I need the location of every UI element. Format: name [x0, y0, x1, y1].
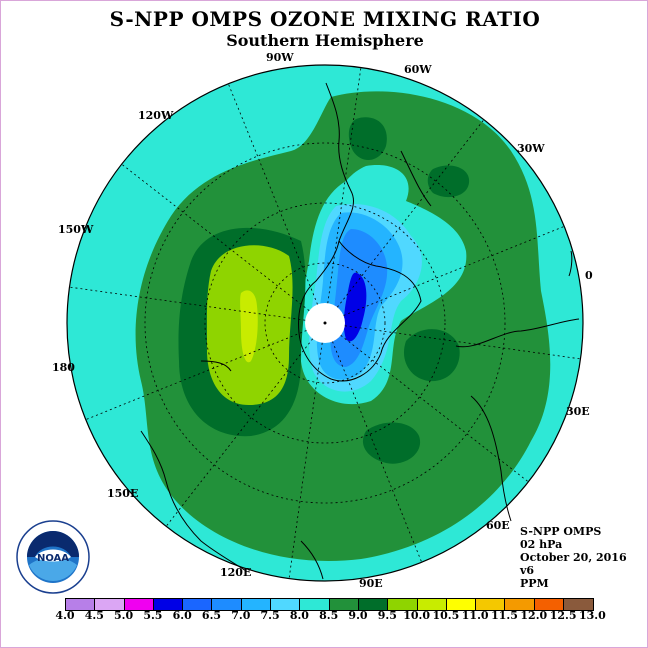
map-subtitle: Southern Hemisphere: [226, 31, 424, 50]
logo-text: NOAA: [37, 553, 69, 564]
colorbar-tick-label: 7.0: [231, 609, 251, 622]
ozone-level-5.5-6.0: [343, 272, 367, 342]
lon-label-30w: 30W: [517, 142, 545, 155]
lon-label-120e: 120E: [220, 566, 252, 579]
lon-label-90w: 90W: [266, 51, 294, 64]
colorbar-tick-label: 4.0: [55, 609, 75, 622]
colorbar-swatch: [183, 599, 213, 610]
colorbar-swatch: [153, 599, 184, 610]
colorbar-swatch: [95, 599, 125, 610]
ozone-level-8.5-9.0-a: [348, 117, 387, 161]
lon-label-0: 0: [585, 269, 593, 282]
product-info: S-NPP OMPS 02 hPa October 20, 2016 v6 PP…: [520, 525, 627, 590]
lon-label-60e: 60E: [486, 519, 510, 532]
colorbar: [65, 598, 595, 611]
colorbar-swatch: [124, 599, 154, 610]
colorbar-swatch: [241, 599, 272, 610]
colorbar-swatch: [329, 599, 359, 610]
colorbar-tick-label: 9.0: [348, 609, 368, 622]
map-boundary: [66, 64, 584, 582]
info-level: 02 hPa: [520, 538, 563, 551]
colorbar-swatch: [505, 599, 535, 610]
graticule: [69, 67, 581, 579]
info-date: October 20, 2016: [520, 551, 627, 564]
colorbar-tick-label: 10.5: [432, 609, 460, 622]
colorbar-tick-label: 8.0: [289, 609, 309, 622]
info-version: v6: [520, 564, 535, 577]
lon-label-150e: 150E: [107, 487, 139, 500]
ozone-level-8.5-9.0-c: [403, 329, 460, 382]
map-title: S-NPP OMPS OZONE MIXING RATIO: [109, 7, 541, 31]
noaa-logo-icon: NOAA: [16, 520, 90, 594]
colorbar-tick-label: 10.0: [403, 609, 430, 622]
colorbar-swatch: [417, 599, 447, 610]
colorbar-tick-label: 11.0: [461, 609, 489, 622]
colorbar-tick-label: 5.0: [114, 609, 134, 622]
lon-label-150w: 150W: [58, 223, 94, 236]
lon-label-30e: 30E: [566, 405, 590, 418]
colorbar-tick-label: 6.5: [201, 609, 222, 622]
colorbar-swatch: [534, 599, 565, 610]
colorbar-tick-label: 4.5: [84, 609, 104, 622]
colorbar-tick-label: 6.0: [172, 609, 192, 622]
latitude-circle: [264, 262, 386, 384]
colorbar-tick-label: 9.5: [377, 609, 397, 622]
colorbar-swatch: [476, 599, 506, 610]
ozone-level-8.5-9.0-b: [427, 165, 470, 198]
lon-label-180: 180: [52, 361, 75, 374]
ozone-level-9.5-10.0: [240, 290, 258, 363]
ozone-level-8.5-9.0-d: [362, 422, 421, 464]
colorbar-swatch: [564, 599, 594, 610]
colorbar-tick-label: 13.0: [578, 609, 606, 622]
colorbar-tick-label: 12.5: [549, 609, 577, 622]
colorbar-swatch: [388, 599, 418, 610]
colorbar-swatch: [66, 599, 96, 610]
colorbar-swatch: [446, 599, 477, 610]
colorbar-tick-label: 5.5: [143, 609, 163, 622]
lon-label-120w: 120W: [138, 109, 174, 122]
latitude-circle: [144, 142, 506, 504]
lon-label-60w: 60W: [404, 63, 432, 76]
latitude-circle: [204, 202, 446, 444]
info-units: PPM: [520, 577, 549, 590]
colorbar-swatch: [212, 599, 242, 610]
lon-label-90e: 90E: [359, 577, 383, 590]
south-pole-marker: [323, 321, 327, 325]
colorbar-tick-label: 11.5: [491, 609, 518, 622]
colorbar-swatch: [271, 599, 301, 610]
colorbar-tick-label: 7.5: [260, 609, 280, 622]
colorbar-swatch: [300, 599, 330, 610]
colorbar-swatch: [358, 599, 389, 610]
colorbar-tick-label: 12.0: [520, 609, 548, 622]
colorbar-tick-label: 8.5: [319, 609, 339, 622]
info-instrument: S-NPP OMPS: [520, 525, 602, 538]
